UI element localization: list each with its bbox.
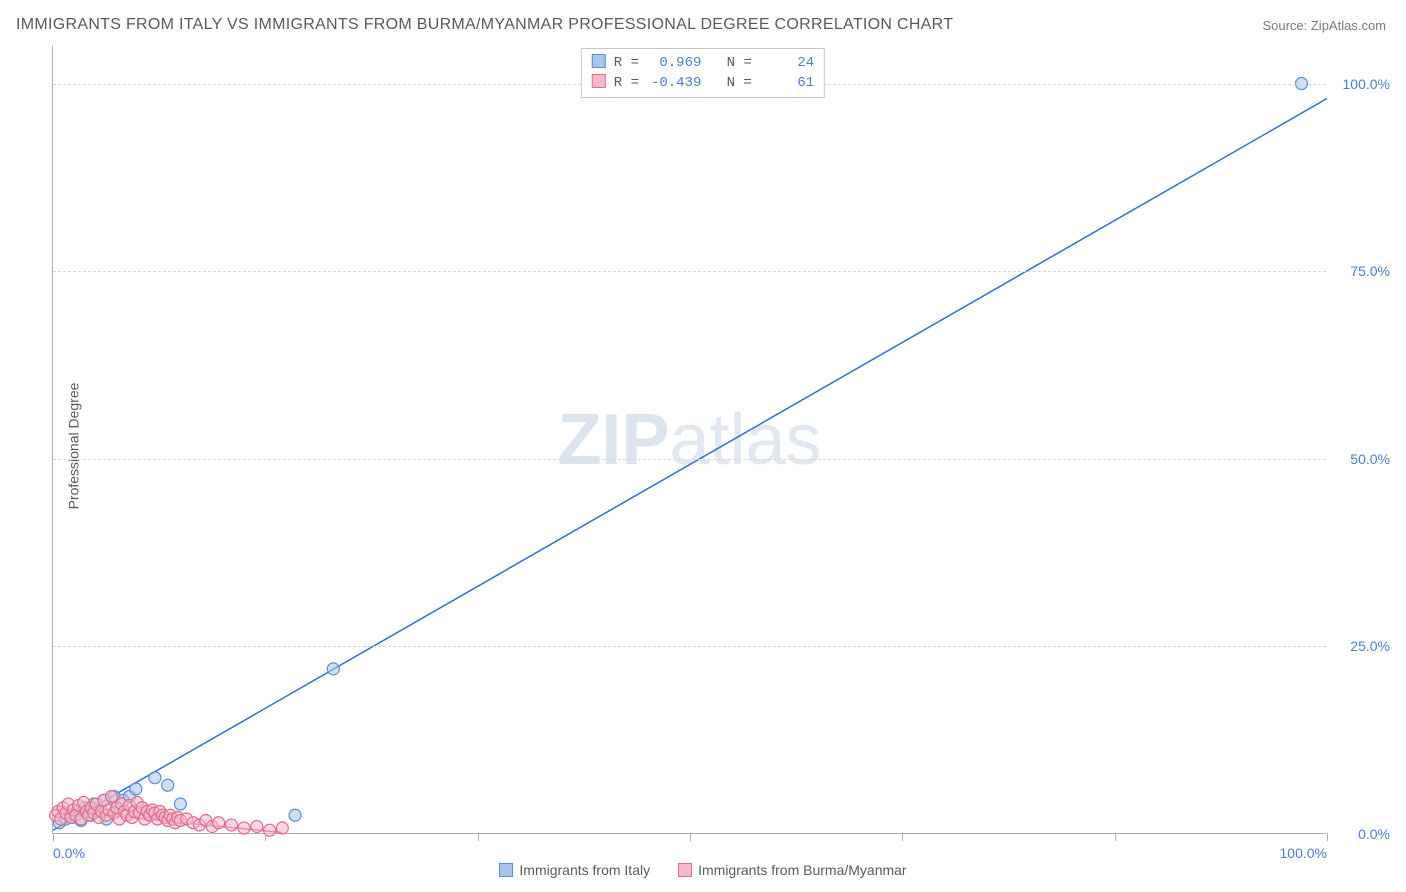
xtick	[53, 833, 54, 841]
source-label: Source: ZipAtlas.com	[1262, 18, 1386, 33]
data-point	[149, 772, 161, 784]
ytick-label: 100.0%	[1330, 76, 1390, 92]
xtick-label: 100.0%	[1280, 845, 1327, 861]
ytick-label: 75.0%	[1330, 263, 1390, 279]
xtick	[1115, 833, 1116, 841]
data-point	[213, 817, 225, 829]
plot-area: ZIPatlas 0.0%25.0%50.0%75.0%100.0%0.0%10…	[52, 46, 1326, 834]
stat-legend-row: R = -0.439 N = 61	[592, 73, 814, 93]
chart-title: IMMIGRANTS FROM ITALY VS IMMIGRANTS FROM…	[16, 16, 953, 34]
legend-swatch-icon	[499, 863, 513, 877]
data-point	[106, 790, 118, 802]
xtick	[265, 833, 266, 841]
legend-label: Immigrants from Burma/Myanmar	[698, 862, 906, 878]
legend-label: Immigrants from Italy	[519, 862, 650, 878]
data-point	[174, 798, 186, 810]
stat-legend-row: R = 0.969 N = 24	[592, 53, 814, 73]
xtick	[478, 833, 479, 841]
xtick	[690, 833, 691, 841]
stat-legend: R = 0.969 N = 24R = -0.439 N = 61	[581, 48, 825, 98]
xtick-label: 0.0%	[53, 845, 85, 861]
ytick-label: 25.0%	[1330, 638, 1390, 654]
bottom-legend: Immigrants from Italy Immigrants from Bur…	[0, 862, 1406, 878]
xtick	[902, 833, 903, 841]
gridline	[53, 459, 1326, 460]
data-point	[251, 820, 263, 832]
data-point	[225, 819, 237, 831]
legend-swatch-icon	[592, 54, 606, 68]
ytick-label: 50.0%	[1330, 451, 1390, 467]
legend-swatch-icon	[678, 863, 692, 877]
data-point	[130, 783, 142, 795]
data-point	[238, 822, 250, 834]
ytick-label: 0.0%	[1330, 826, 1390, 842]
data-point	[276, 822, 288, 834]
chart-svg	[53, 46, 1326, 833]
gridline	[53, 646, 1326, 647]
xtick	[1327, 833, 1328, 841]
legend-entry: Immigrants from Burma/Myanmar	[678, 862, 906, 878]
legend-entry: Immigrants from Italy	[499, 862, 650, 878]
data-point	[289, 809, 301, 821]
trend-line	[53, 99, 1327, 831]
data-point	[327, 663, 339, 675]
legend-swatch-icon	[592, 74, 606, 88]
gridline	[53, 271, 1326, 272]
data-point	[162, 779, 174, 791]
